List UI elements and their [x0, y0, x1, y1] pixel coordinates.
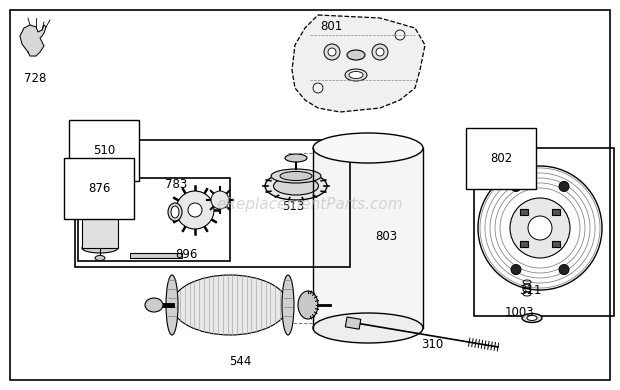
Ellipse shape [271, 169, 321, 183]
Ellipse shape [285, 154, 307, 162]
Ellipse shape [172, 275, 288, 335]
Bar [82, 198, 118, 248]
Ellipse shape [527, 316, 537, 321]
Ellipse shape [349, 71, 363, 78]
Ellipse shape [522, 314, 542, 323]
Circle shape [376, 48, 384, 56]
Ellipse shape [345, 69, 367, 81]
Text: 311: 311 [519, 284, 541, 297]
Bar [345, 317, 361, 329]
Circle shape [559, 181, 569, 191]
Text: 801: 801 [320, 20, 342, 33]
Text: 510: 510 [93, 144, 115, 157]
Circle shape [211, 191, 229, 209]
Ellipse shape [95, 255, 105, 261]
Polygon shape [292, 15, 425, 112]
Ellipse shape [171, 206, 179, 218]
Text: 896: 896 [175, 248, 197, 261]
Circle shape [372, 44, 388, 60]
Ellipse shape [280, 172, 312, 181]
Ellipse shape [313, 313, 423, 343]
Text: 803: 803 [375, 230, 397, 243]
Ellipse shape [168, 203, 182, 221]
Circle shape [188, 203, 202, 217]
Ellipse shape [82, 243, 118, 253]
Bar [313, 148, 423, 328]
Bar [75, 140, 350, 267]
Polygon shape [20, 25, 46, 56]
Circle shape [528, 216, 552, 240]
Circle shape [176, 191, 214, 229]
Text: 728: 728 [24, 72, 46, 85]
Text: 310: 310 [421, 338, 443, 351]
Ellipse shape [282, 275, 294, 335]
Text: 544: 544 [229, 355, 251, 368]
Ellipse shape [145, 298, 163, 312]
Ellipse shape [265, 172, 327, 200]
Bar [552, 209, 560, 215]
Bar [520, 241, 528, 246]
Text: 783: 783 [165, 178, 187, 191]
Circle shape [511, 264, 521, 275]
Ellipse shape [298, 291, 318, 319]
Circle shape [559, 264, 569, 275]
Ellipse shape [82, 193, 118, 203]
Circle shape [328, 48, 336, 56]
Text: 513: 513 [282, 200, 304, 213]
Text: 876: 876 [88, 182, 110, 195]
Text: eReplacementParts.com: eReplacementParts.com [216, 197, 404, 213]
Bar [130, 253, 182, 258]
Ellipse shape [93, 188, 107, 195]
Ellipse shape [347, 50, 365, 60]
Ellipse shape [273, 177, 319, 195]
Circle shape [324, 44, 340, 60]
Bar [474, 148, 614, 316]
Circle shape [511, 181, 521, 191]
Text: 802: 802 [490, 152, 512, 165]
Circle shape [510, 198, 570, 258]
Bar [78, 178, 230, 261]
Text: 1003: 1003 [505, 306, 534, 319]
Ellipse shape [93, 183, 107, 190]
Bar [552, 241, 560, 246]
Bar [520, 209, 528, 215]
Ellipse shape [313, 133, 423, 163]
Ellipse shape [166, 275, 178, 335]
